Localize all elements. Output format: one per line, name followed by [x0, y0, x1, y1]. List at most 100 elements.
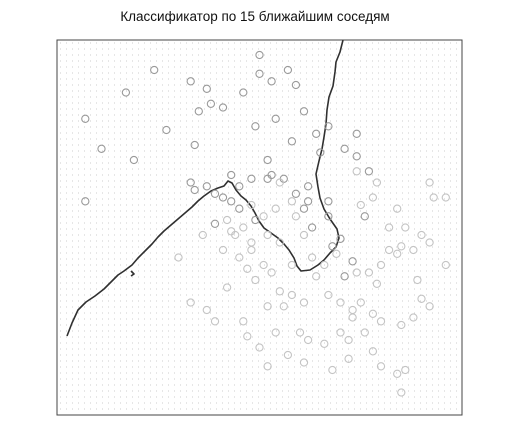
data-point-class-b — [267, 268, 276, 277]
data-point-class-a — [202, 84, 211, 93]
data-point-class-a — [303, 182, 313, 191]
data-point-class-b — [324, 290, 333, 300]
data-point-class-a — [255, 50, 264, 60]
data-point-class-a — [340, 272, 349, 281]
data-point-class-b — [320, 339, 329, 348]
data-point-class-b — [210, 317, 220, 326]
data-point-class-b — [328, 365, 337, 375]
data-point-class-b — [263, 302, 272, 311]
data-point-class-b — [425, 302, 434, 311]
data-point-class-a — [218, 193, 228, 202]
data-point-class-b — [413, 275, 422, 285]
data-point-class-b — [299, 230, 309, 240]
data-point-class-b — [279, 302, 288, 311]
data-point-class-b — [303, 335, 313, 345]
data-point-class-b — [417, 230, 426, 240]
data-point-class-a — [328, 242, 337, 251]
region-dot-grid — [60, 42, 457, 410]
data-point-class-b — [287, 260, 297, 270]
data-point-class-b — [275, 178, 284, 187]
data-point-class-b — [397, 388, 406, 397]
data-point-class-b — [384, 223, 394, 232]
data-point-class-b — [222, 283, 232, 292]
region-dots — [60, 42, 457, 410]
data-point-class-b — [401, 365, 410, 375]
data-point-class-a — [227, 170, 236, 180]
chart-title: Классификатор по 15 ближайшим соседям — [120, 9, 390, 24]
data-point-class-b — [336, 298, 345, 307]
data-point-class-a — [81, 197, 90, 206]
data-point-class-b — [393, 249, 402, 258]
decision-boundary — [66, 40, 344, 337]
data-point-class-a — [340, 144, 349, 153]
data-point-class-a — [316, 148, 325, 157]
data-point-class-a — [299, 107, 309, 116]
data-point-class-a — [267, 77, 276, 86]
data-point-class-a — [81, 114, 90, 123]
data-point-class-b — [320, 260, 329, 270]
data-point-class-b — [239, 317, 248, 326]
data-point-class-a — [162, 125, 171, 135]
data-point-class-a — [263, 155, 272, 165]
data-point-class-a — [121, 88, 131, 97]
data-point-class-a — [227, 197, 236, 206]
data-point-class-b — [275, 287, 284, 296]
data-point-class-a — [348, 257, 357, 266]
data-point-class-a — [352, 152, 361, 161]
data-point-class-b — [307, 253, 317, 262]
data-point-class-b — [271, 328, 280, 337]
data-point-class-b — [393, 204, 402, 213]
data-point-class-b — [352, 268, 361, 277]
data-point-class-b — [263, 230, 272, 240]
data-point-class-a — [352, 129, 361, 138]
data-point-class-a — [303, 197, 313, 206]
data-point-class-b — [235, 253, 244, 262]
data-point-class-a — [267, 170, 276, 180]
data-point-class-b — [287, 290, 297, 300]
data-point-class-a — [235, 204, 244, 213]
data-point-class-b — [239, 223, 248, 232]
data-point-class-a — [255, 69, 264, 78]
data-point-class-b — [364, 268, 374, 277]
data-point-class-a — [291, 80, 301, 90]
data-point-class-a — [235, 182, 244, 191]
data-point-class-b — [259, 212, 268, 221]
data-points — [81, 50, 450, 397]
data-point-class-b — [231, 230, 240, 240]
data-point-class-a — [186, 178, 195, 187]
data-point-class-b — [368, 347, 378, 356]
data-point-class-a — [307, 223, 317, 232]
data-point-class-a — [299, 204, 309, 213]
data-point-class-b — [259, 260, 268, 270]
data-point-class-b — [247, 238, 256, 247]
data-point-class-b — [372, 178, 382, 187]
data-point-class-b — [348, 305, 357, 315]
data-point-class-a — [283, 65, 293, 75]
data-point-class-b — [312, 272, 321, 281]
data-point-class-b — [352, 167, 361, 176]
data-point-class-b — [271, 204, 280, 213]
data-point-class-a — [194, 107, 203, 116]
data-point-class-a — [206, 99, 216, 108]
data-point-class-b — [376, 362, 386, 371]
data-point-class-b — [299, 298, 309, 307]
data-point-class-b — [299, 358, 309, 367]
data-point-class-a — [210, 189, 220, 198]
data-point-class-b — [283, 350, 293, 360]
data-point-class-b — [251, 275, 260, 285]
data-point-class-a — [251, 122, 260, 131]
data-point-class-a — [324, 122, 333, 131]
data-point-class-b — [263, 362, 272, 371]
data-point-class-a — [336, 234, 345, 243]
data-point-class-b — [218, 245, 228, 255]
data-point-class-b — [376, 317, 386, 326]
data-point-class-b — [372, 279, 382, 288]
data-point-class-b — [441, 193, 450, 202]
data-point-class-b — [344, 335, 353, 345]
data-point-class-b — [275, 238, 284, 247]
data-point-class-b — [356, 200, 365, 210]
data-point-class-b — [384, 245, 394, 255]
data-point-class-b — [348, 313, 357, 322]
data-point-class-b — [332, 249, 341, 258]
data-point-class-a — [287, 137, 297, 146]
